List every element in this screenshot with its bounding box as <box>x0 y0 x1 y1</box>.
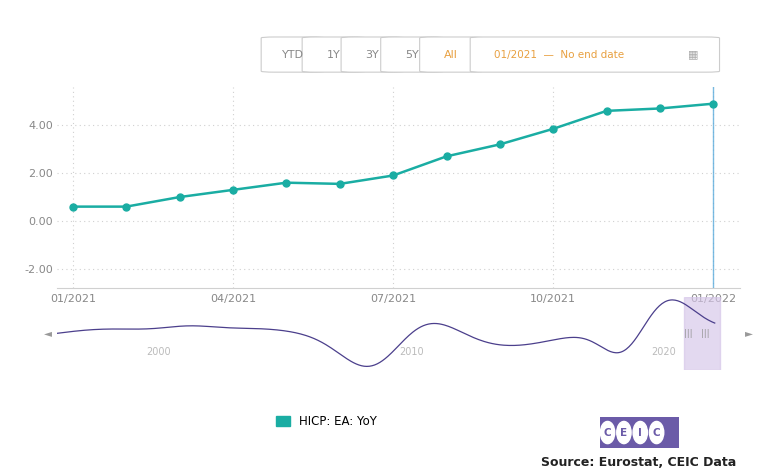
Text: C: C <box>603 428 612 438</box>
FancyBboxPatch shape <box>471 37 720 72</box>
Legend: HICP: EA: YoY: HICP: EA: YoY <box>271 410 382 433</box>
FancyBboxPatch shape <box>420 37 483 72</box>
Text: 2000: 2000 <box>146 346 171 356</box>
Circle shape <box>617 421 631 444</box>
Circle shape <box>600 421 615 444</box>
Text: E: E <box>620 428 628 438</box>
Text: ▦: ▦ <box>688 50 699 60</box>
Text: All: All <box>444 50 458 60</box>
Text: YTD: YTD <box>282 50 304 60</box>
Bar <box>685 297 720 370</box>
Text: 1Y: 1Y <box>326 50 341 60</box>
Text: ►: ► <box>745 328 753 338</box>
FancyBboxPatch shape <box>261 37 324 72</box>
Text: 01/2021  —  No end date: 01/2021 — No end date <box>494 50 624 60</box>
FancyBboxPatch shape <box>381 37 443 72</box>
FancyBboxPatch shape <box>341 37 404 72</box>
Text: C: C <box>653 428 660 438</box>
Text: 5Y: 5Y <box>405 50 419 60</box>
Text: 3Y: 3Y <box>366 50 380 60</box>
Circle shape <box>650 421 664 444</box>
Text: 2020: 2020 <box>652 346 676 356</box>
Circle shape <box>633 421 647 444</box>
FancyBboxPatch shape <box>302 37 365 72</box>
Text: Source: Eurostat, CEIC Data: Source: Eurostat, CEIC Data <box>541 456 736 469</box>
Text: ◄: ◄ <box>44 328 52 338</box>
Text: I: I <box>638 428 642 438</box>
FancyBboxPatch shape <box>598 415 681 450</box>
Text: |||: ||| <box>684 328 692 337</box>
Text: 2010: 2010 <box>398 346 424 356</box>
Text: |||: ||| <box>701 328 709 337</box>
